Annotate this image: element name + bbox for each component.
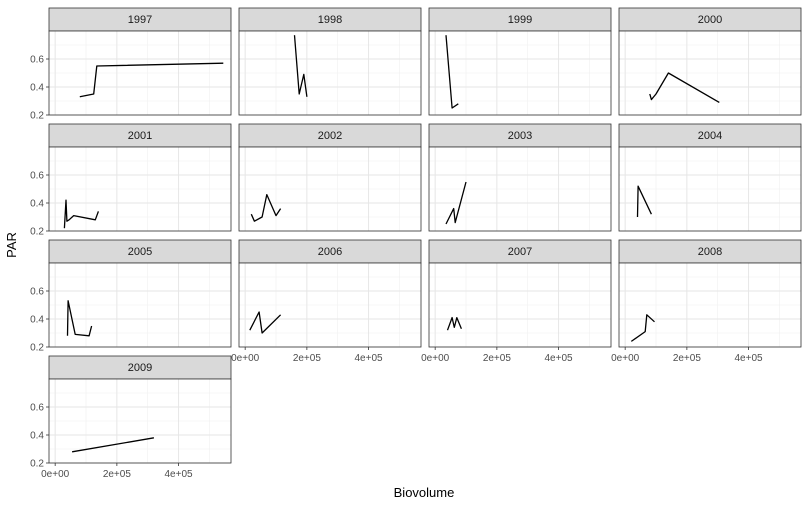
series-line-2005 bbox=[66, 300, 93, 337]
y-tick-label: 0.4 bbox=[30, 315, 44, 326]
panel-border bbox=[48, 146, 232, 232]
facet-strip-label: 1998 bbox=[318, 14, 342, 26]
series-line-1998 bbox=[293, 35, 308, 97]
facet-strip-label: 2001 bbox=[128, 130, 152, 142]
x-tick-label: 2e+05 bbox=[103, 469, 132, 480]
facet-strip-label: 2006 bbox=[318, 246, 342, 258]
facet-strip-label: 2002 bbox=[318, 130, 342, 142]
facet-strip-label: 1997 bbox=[128, 14, 152, 26]
facet-panel-2009: 2009 0.2 0.4 0.6 0e+00 2e+05 4e+05 bbox=[30, 355, 232, 480]
panel-border bbox=[618, 146, 802, 232]
y-tick-label: 0.6 bbox=[30, 403, 44, 414]
y-tick-label: 0.6 bbox=[30, 55, 44, 66]
x-axis-title: Biovolume bbox=[394, 485, 455, 500]
x-tick-label: 4e+05 bbox=[165, 469, 194, 480]
panel-border bbox=[238, 30, 422, 116]
panel-border bbox=[48, 30, 232, 116]
series-line-2006 bbox=[249, 311, 282, 334]
panel-border bbox=[428, 146, 612, 232]
facet-panel-2004: 2004 bbox=[618, 123, 802, 232]
panel-border bbox=[238, 262, 422, 348]
facet-strip-label: 2007 bbox=[508, 246, 532, 258]
facet-panel-2007: 2007 0e+00 2e+05 4e+05 bbox=[421, 239, 612, 364]
series-line-2009 bbox=[71, 437, 155, 453]
facet-panel-1997: 1997 0.2 0.4 0.6 bbox=[30, 7, 232, 122]
facet-strip-label: 2004 bbox=[698, 130, 722, 142]
x-tick-label: 2e+05 bbox=[673, 353, 702, 364]
panel-border bbox=[618, 262, 802, 348]
facet-strip-label: 2005 bbox=[128, 246, 152, 258]
x-tick-label: 0e+00 bbox=[611, 353, 640, 364]
x-tick-label: 0e+00 bbox=[421, 353, 450, 364]
x-tick-label: 4e+05 bbox=[545, 353, 574, 364]
facet-panel-2002: 2002 bbox=[238, 123, 422, 232]
x-tick-label: 0e+00 bbox=[231, 353, 260, 364]
series-line-2001 bbox=[63, 199, 100, 229]
facet-strip-label: 2000 bbox=[698, 14, 722, 26]
y-axis-title: PAR bbox=[4, 232, 19, 258]
x-tick-label: 2e+05 bbox=[483, 353, 512, 364]
series-line-2000 bbox=[649, 72, 720, 103]
y-tick-label: 0.2 bbox=[30, 111, 44, 122]
facet-panel-2005: 2005 0.2 0.4 0.6 bbox=[30, 239, 232, 354]
y-tick-label: 0.6 bbox=[30, 287, 44, 298]
series-line-1999 bbox=[445, 35, 459, 109]
facet-panel-2008: 2008 0e+00 2e+05 4e+05 bbox=[611, 239, 802, 364]
panel-border bbox=[428, 262, 612, 348]
facet-panel-2006: 2006 0e+00 2e+05 4e+05 bbox=[231, 239, 422, 364]
y-tick-label: 0.4 bbox=[30, 199, 44, 210]
panel-border bbox=[48, 262, 232, 348]
y-tick-label: 0.2 bbox=[30, 343, 44, 354]
panel-border bbox=[618, 30, 802, 116]
facet-strip-label: 2008 bbox=[698, 246, 722, 258]
series-line-2002 bbox=[250, 193, 282, 222]
series-line-2004 bbox=[636, 185, 652, 218]
y-tick-label: 0.4 bbox=[30, 83, 44, 94]
series-line-2008 bbox=[630, 314, 655, 342]
y-tick-label: 0.4 bbox=[30, 431, 44, 442]
panel-border bbox=[428, 30, 612, 116]
facet-panel-1999: 1999 bbox=[428, 7, 612, 116]
y-tick-label: 0.6 bbox=[30, 171, 44, 182]
facet-strip-label: 1999 bbox=[508, 14, 532, 26]
facet-strip-label: 2009 bbox=[128, 362, 152, 374]
facet-panel-2001: 2001 0.2 0.4 0.6 bbox=[30, 123, 232, 238]
x-tick-label: 0e+00 bbox=[41, 469, 70, 480]
series-line-1997 bbox=[79, 62, 224, 98]
facet-strip-label: 2003 bbox=[508, 130, 532, 142]
x-tick-label: 4e+05 bbox=[355, 353, 384, 364]
facet-panel-2000: 2000 bbox=[618, 7, 802, 116]
panel-border bbox=[48, 378, 232, 464]
x-tick-label: 2e+05 bbox=[293, 353, 322, 364]
series-line-2003 bbox=[445, 181, 467, 225]
x-tick-label: 4e+05 bbox=[735, 353, 764, 364]
y-tick-label: 0.2 bbox=[30, 227, 44, 238]
facet-panel-1998: 1998 bbox=[238, 7, 422, 116]
panel-border bbox=[238, 146, 422, 232]
series-line-2007 bbox=[446, 316, 463, 331]
facet-panel-2003: 2003 bbox=[428, 123, 612, 232]
y-tick-label: 0.2 bbox=[30, 459, 44, 470]
